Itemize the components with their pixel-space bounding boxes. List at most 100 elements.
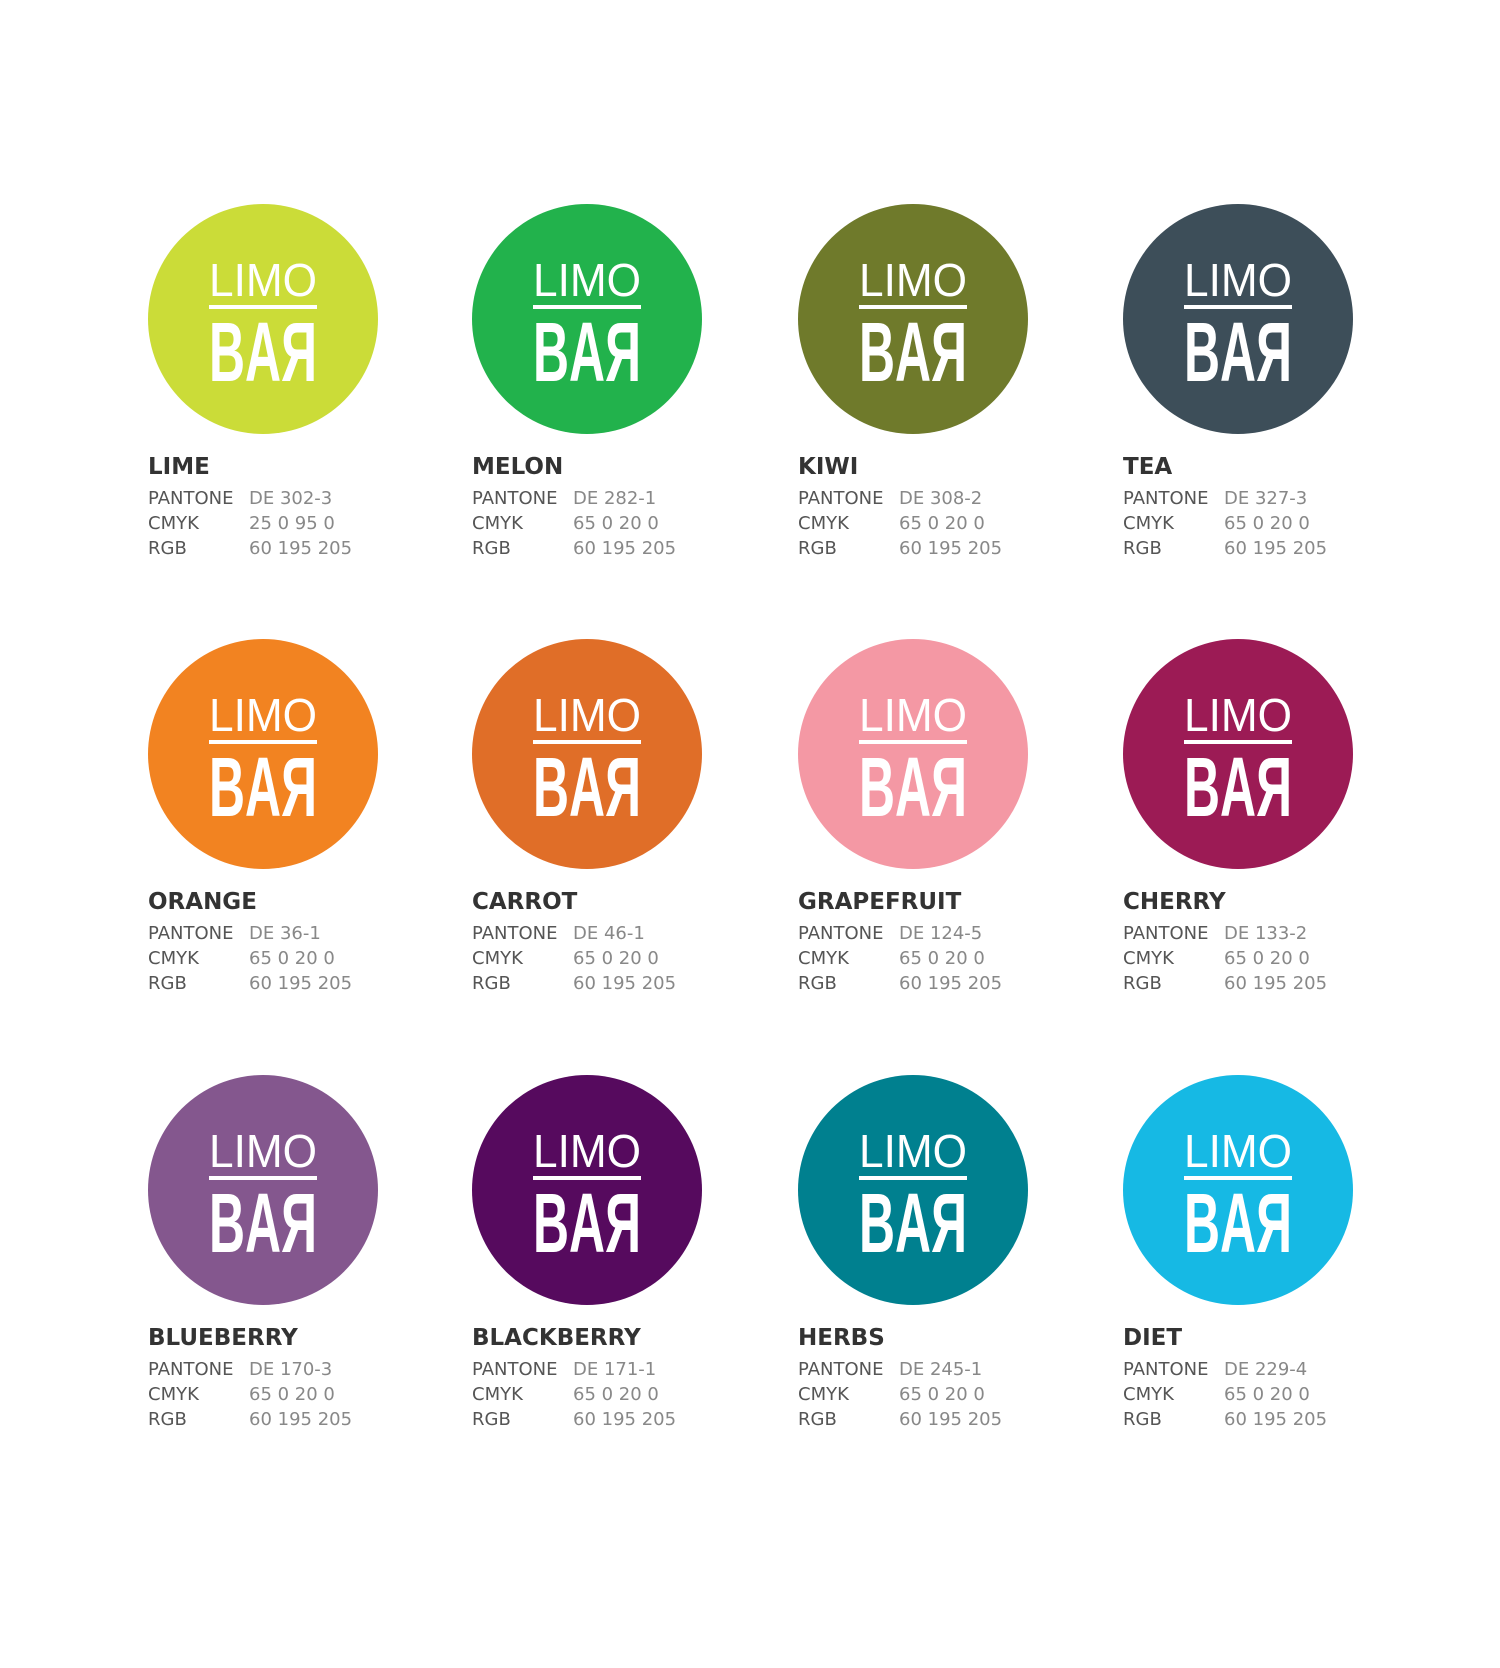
spec-label: RGB: [472, 973, 511, 994]
spec-label: RGB: [1123, 1409, 1162, 1430]
spec-label: CMYK: [472, 948, 524, 969]
logo-rule: [1184, 740, 1292, 744]
spec-value: 60 195 205: [249, 538, 352, 559]
logo-top: LIMO: [209, 689, 317, 741]
swatch-name: GRAPEFRUIT: [798, 889, 962, 915]
logo-bottom: BAЯ: [209, 1176, 317, 1270]
swatch-name: TEA: [1123, 454, 1172, 480]
swatch-circle: [148, 639, 378, 869]
swatch-circle: [1123, 204, 1353, 434]
spec-value: 60 195 205: [573, 538, 676, 559]
logo-bottom: BAЯ: [533, 1176, 641, 1270]
logo-bottom: BAЯ: [209, 740, 317, 834]
swatch-name: MELON: [472, 454, 563, 480]
spec-value: 65 0 20 0: [1224, 948, 1310, 969]
spec-value: 60 195 205: [899, 1409, 1002, 1430]
logo-top: LIMO: [1184, 1125, 1292, 1177]
spec-value: DE 170-3: [249, 1359, 332, 1380]
spec-label: CMYK: [1123, 513, 1175, 534]
logo-top: LIMO: [533, 689, 641, 741]
spec-value: DE 302-3: [249, 488, 332, 509]
swatch-name: BLACKBERRY: [472, 1325, 641, 1351]
logo-rule: [533, 305, 641, 309]
logo-rule: [1184, 1176, 1292, 1180]
spec-label: CMYK: [148, 948, 200, 969]
swatch-circle: [472, 1075, 702, 1305]
spec-label: PANTONE: [148, 488, 233, 509]
logo-rule: [533, 1176, 641, 1180]
spec-value: 60 195 205: [899, 973, 1002, 994]
logo-top: LIMO: [859, 254, 967, 306]
swatch-circle: [148, 204, 378, 434]
swatch-circle: [1123, 1075, 1353, 1305]
spec-value: 60 195 205: [249, 1409, 352, 1430]
logo-bottom: BAЯ: [533, 305, 641, 399]
logo-rule: [859, 305, 967, 309]
spec-value: 60 195 205: [573, 1409, 676, 1430]
swatch-circle: [798, 639, 1028, 869]
spec-value: 60 195 205: [249, 973, 352, 994]
logo-bottom: BAЯ: [859, 1176, 967, 1270]
spec-label: PANTONE: [798, 1359, 883, 1380]
swatch-name: HERBS: [798, 1325, 885, 1351]
spec-value: 60 195 205: [573, 973, 676, 994]
spec-label: RGB: [798, 538, 837, 559]
spec-value: DE 229-4: [1224, 1359, 1307, 1380]
swatch-name: CARROT: [472, 889, 578, 915]
spec-value: 65 0 20 0: [573, 948, 659, 969]
spec-label: CMYK: [472, 1384, 524, 1405]
swatch-name: LIME: [148, 454, 210, 480]
logo-bottom: BAЯ: [859, 740, 967, 834]
logo-top: LIMO: [1184, 689, 1292, 741]
spec-label: PANTONE: [1123, 488, 1208, 509]
spec-label: PANTONE: [148, 1359, 233, 1380]
spec-label: CMYK: [148, 513, 200, 534]
logo-bottom: BAЯ: [1184, 740, 1292, 834]
spec-value: 60 195 205: [899, 538, 1002, 559]
spec-value: 65 0 20 0: [573, 1384, 659, 1405]
spec-label: RGB: [472, 1409, 511, 1430]
spec-label: RGB: [472, 538, 511, 559]
spec-label: CMYK: [798, 513, 850, 534]
spec-value: 25 0 95 0: [249, 513, 335, 534]
logo-top: LIMO: [209, 1125, 317, 1177]
spec-value: 65 0 20 0: [1224, 513, 1310, 534]
spec-label: PANTONE: [148, 923, 233, 944]
spec-label: CMYK: [1123, 948, 1175, 969]
spec-value: DE 327-3: [1224, 488, 1307, 509]
spec-label: PANTONE: [472, 923, 557, 944]
swatch-circle: [798, 204, 1028, 434]
spec-value: DE 133-2: [1224, 923, 1307, 944]
spec-value: 60 195 205: [1224, 1409, 1327, 1430]
logo-rule: [209, 305, 317, 309]
logo-bottom: BAЯ: [1184, 305, 1292, 399]
logo-rule: [859, 740, 967, 744]
swatch-circle: [472, 639, 702, 869]
spec-value: 65 0 20 0: [899, 948, 985, 969]
spec-value: 60 195 205: [1224, 538, 1327, 559]
spec-label: PANTONE: [1123, 923, 1208, 944]
spec-label: CMYK: [148, 1384, 200, 1405]
logo-top: LIMO: [1184, 254, 1292, 306]
spec-label: CMYK: [798, 948, 850, 969]
swatch-name: KIWI: [798, 454, 858, 480]
spec-value: 65 0 20 0: [899, 1384, 985, 1405]
spec-value: 60 195 205: [1224, 973, 1327, 994]
logo-bottom: BAЯ: [1184, 1176, 1292, 1270]
spec-label: PANTONE: [798, 923, 883, 944]
logo-top: LIMO: [533, 254, 641, 306]
logo-top: LIMO: [209, 254, 317, 306]
spec-value: 65 0 20 0: [249, 948, 335, 969]
spec-value: DE 124-5: [899, 923, 982, 944]
logo-top: LIMO: [859, 689, 967, 741]
spec-value: DE 308-2: [899, 488, 982, 509]
swatch-circle: [798, 1075, 1028, 1305]
spec-label: CMYK: [798, 1384, 850, 1405]
logo-bottom: BAЯ: [859, 305, 967, 399]
logo-top: LIMO: [533, 1125, 641, 1177]
logo-bottom: BAЯ: [209, 305, 317, 399]
spec-value: 65 0 20 0: [573, 513, 659, 534]
spec-label: RGB: [798, 1409, 837, 1430]
logo-rule: [533, 740, 641, 744]
